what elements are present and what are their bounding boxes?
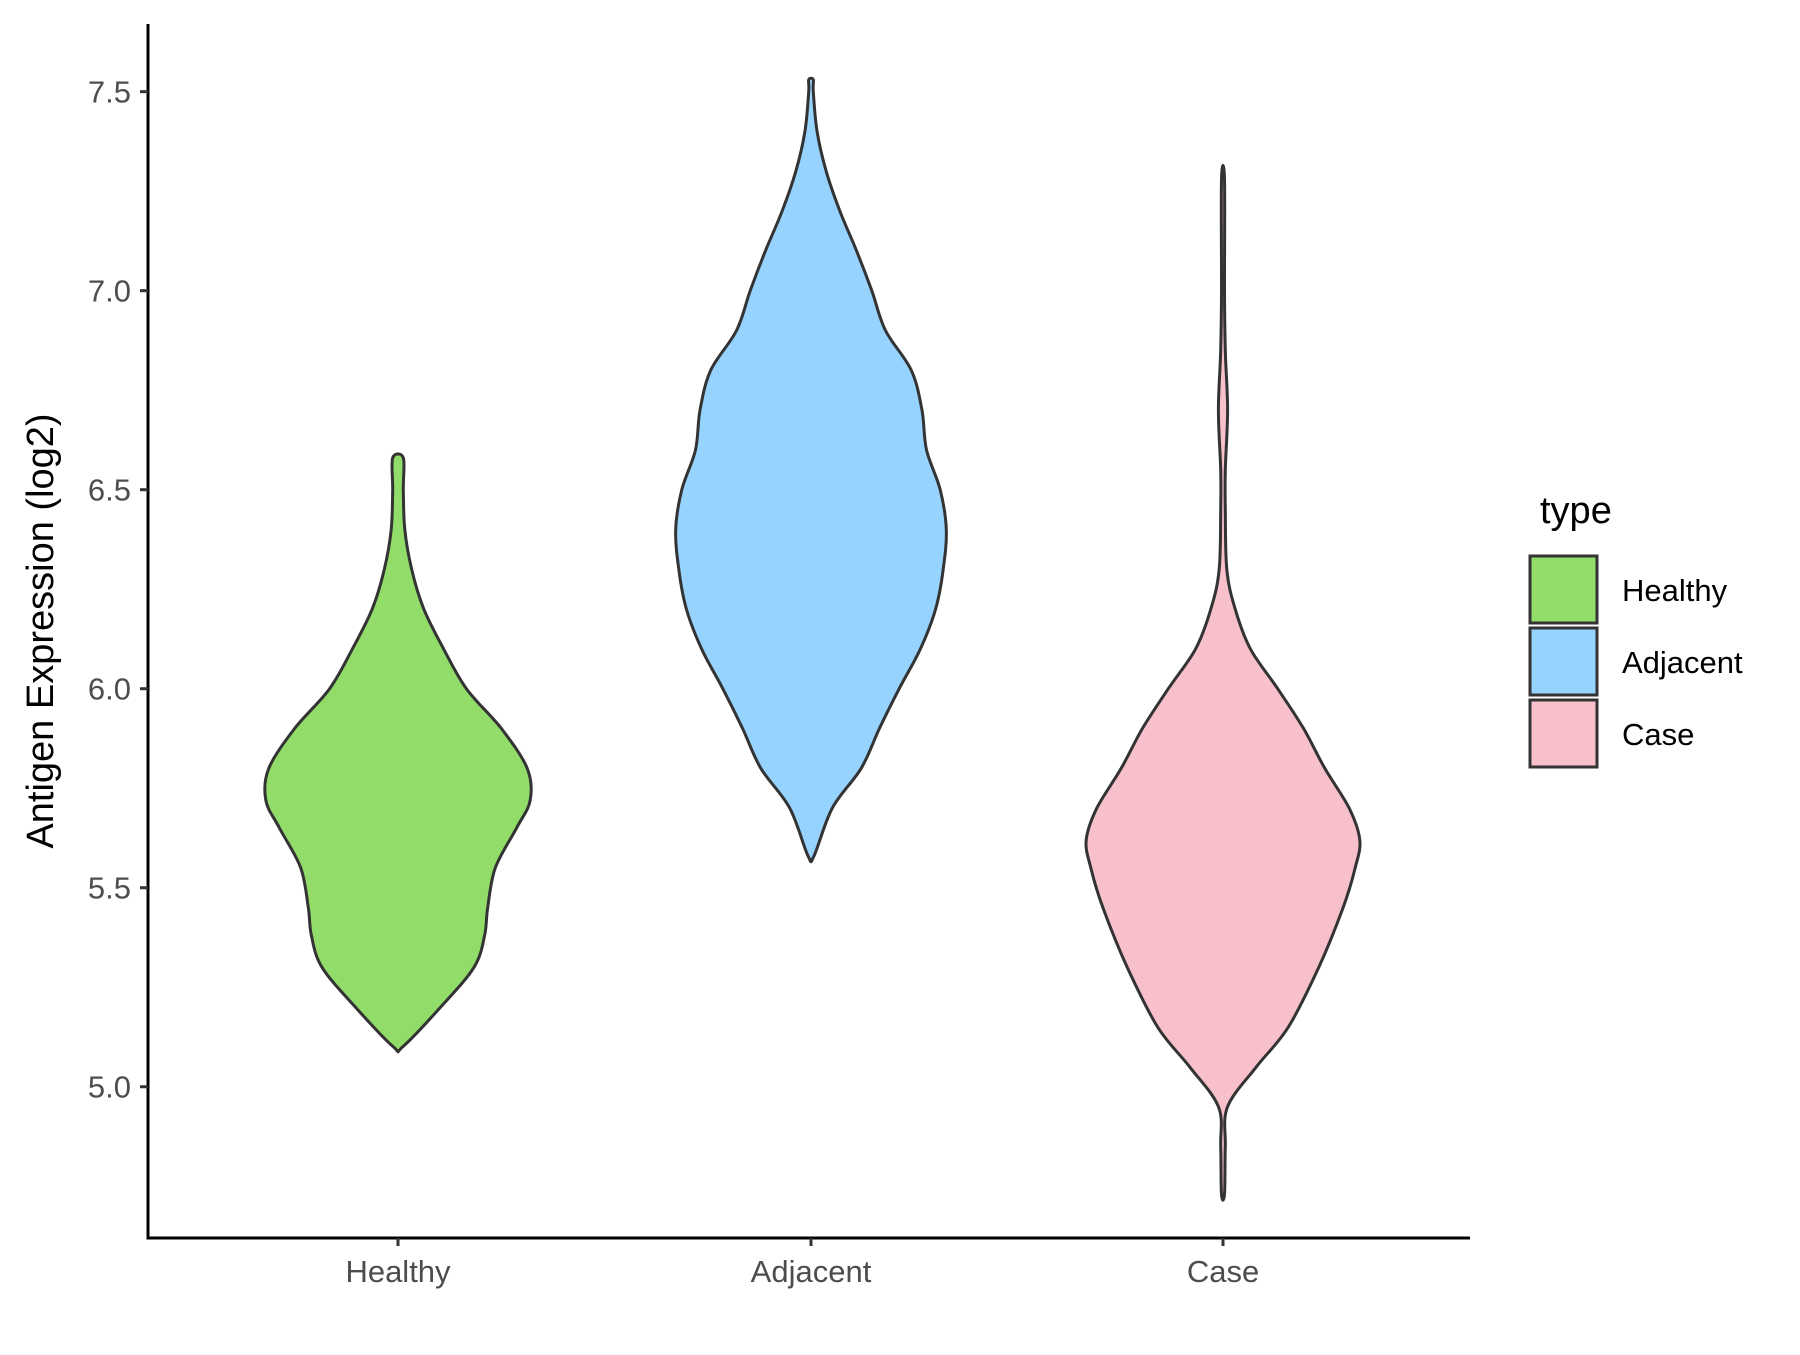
legend-key-healthy xyxy=(1528,554,1599,625)
x-ticks-layer: Healthy Adjacent Case xyxy=(345,1238,1259,1289)
legend: type Healthy Adjacent Case xyxy=(1528,490,1743,769)
violin-healthy xyxy=(263,452,533,1054)
violin-case xyxy=(1084,163,1362,1202)
legend-label-healthy: Healthy xyxy=(1622,573,1728,608)
x-tick-label: Case xyxy=(1187,1254,1259,1289)
legend-key-adjacent xyxy=(1528,626,1599,697)
legend-items: Healthy Adjacent Case xyxy=(1528,554,1743,769)
x-tick-label: Healthy xyxy=(345,1254,451,1289)
y-axis-title: Antigen Expression (log2) xyxy=(20,413,62,848)
x-tick-label: Adjacent xyxy=(751,1254,872,1289)
legend-title: type xyxy=(1540,490,1612,532)
axes-layer xyxy=(146,24,1470,1240)
y-tick-label: 5.0 xyxy=(88,1070,131,1105)
y-tick-label: 6.5 xyxy=(88,473,131,508)
violins-layer xyxy=(263,76,1362,1202)
legend-label-adjacent: Adjacent xyxy=(1622,645,1743,680)
y-tick-label: 6.0 xyxy=(88,672,131,707)
violin-adjacent xyxy=(674,76,948,864)
y-tick-label: 5.5 xyxy=(88,871,131,906)
y-tick-label: 7.0 xyxy=(88,274,131,309)
legend-label-case: Case xyxy=(1622,717,1694,752)
y-tick-label: 7.5 xyxy=(88,75,131,110)
legend-key-case xyxy=(1528,698,1599,769)
y-ticks-layer: 5.0 5.5 6.0 6.5 7.0 7.5 xyxy=(88,75,148,1105)
